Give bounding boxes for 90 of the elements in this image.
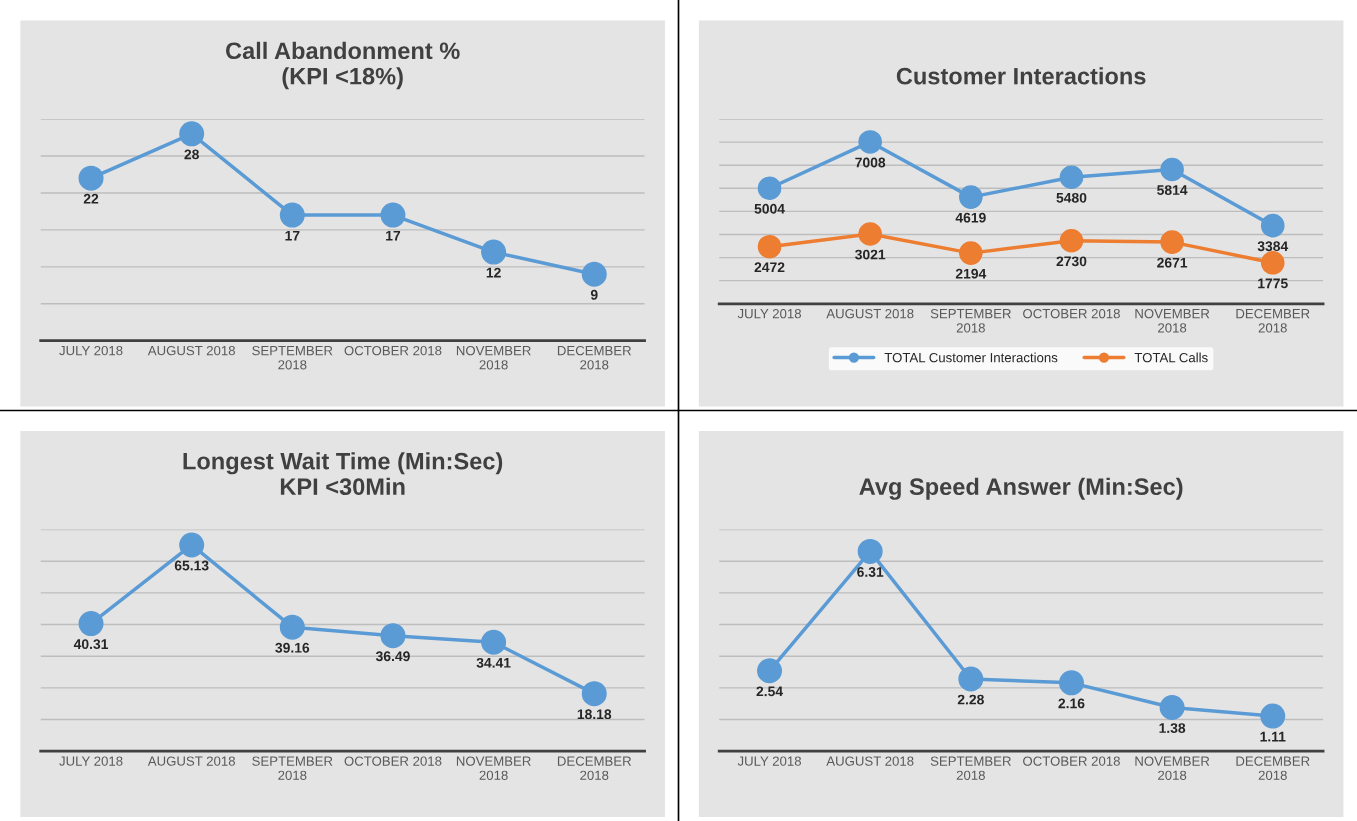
data-label: 3384 bbox=[1257, 241, 1289, 252]
point bbox=[279, 614, 305, 640]
point bbox=[380, 623, 406, 649]
point bbox=[1260, 250, 1285, 275]
x-tick-label: NOVEMBER 2018 bbox=[1135, 756, 1210, 780]
point bbox=[1260, 703, 1286, 729]
x-tick-label: SEPTEMBER 2018 bbox=[930, 756, 1011, 780]
data-label: 1775 bbox=[1258, 278, 1288, 289]
x-tick-label: AUGUST 2018 bbox=[826, 308, 914, 319]
chart-title: Customer Interactions bbox=[896, 67, 1146, 85]
x-tick-label: AUGUST 2018 bbox=[826, 756, 914, 766]
point bbox=[757, 234, 782, 259]
data-label: 36.49 bbox=[375, 651, 410, 662]
legend-label: TOTAL Calls bbox=[1134, 352, 1208, 363]
data-label: 9 bbox=[590, 289, 598, 300]
x-tick-label: NOVEMBER 2018 bbox=[1135, 308, 1210, 333]
data-label: 2.16 bbox=[1058, 698, 1085, 709]
point bbox=[179, 532, 205, 558]
point bbox=[757, 176, 782, 201]
x-tick-label: JULY 2018 bbox=[59, 345, 123, 356]
x-tick-label: SEPTEMBER 2018 bbox=[252, 345, 333, 370]
data-label: 2194 bbox=[955, 268, 987, 279]
x-tick-label: DECEMBER 2018 bbox=[1236, 756, 1310, 780]
x-tick-label: JULY 2018 bbox=[737, 756, 801, 766]
data-label: 18.18 bbox=[577, 709, 612, 720]
data-label: 28 bbox=[184, 149, 199, 160]
point bbox=[857, 538, 883, 564]
x-tick-label: OCTOBER 2018 bbox=[1023, 308, 1120, 319]
point bbox=[1059, 165, 1084, 190]
x-tick-label: NOVEMBER 2018 bbox=[456, 345, 531, 370]
x-tick-label: DECEMBER 2018 bbox=[1236, 308, 1310, 333]
point bbox=[481, 629, 507, 655]
point bbox=[481, 239, 507, 265]
data-label: 39.16 bbox=[275, 642, 310, 653]
data-label: 3021 bbox=[855, 249, 886, 260]
data-label: 1.11 bbox=[1260, 731, 1286, 742]
point bbox=[1260, 213, 1285, 238]
data-label: 5004 bbox=[754, 203, 785, 214]
data-label: 65.13 bbox=[174, 560, 209, 571]
data-label: 17 bbox=[386, 230, 401, 241]
point bbox=[1160, 230, 1184, 254]
point bbox=[380, 202, 406, 228]
point bbox=[1058, 670, 1084, 696]
data-label: 22 bbox=[83, 193, 99, 204]
point bbox=[1160, 157, 1184, 182]
data-label: 12 bbox=[486, 267, 501, 278]
point bbox=[179, 121, 205, 147]
data-label: 6.31 bbox=[857, 567, 884, 577]
x-tick-label: JULY 2018 bbox=[737, 308, 801, 319]
data-label: 34.41 bbox=[476, 657, 511, 668]
point bbox=[858, 130, 882, 154]
x-tick-label: SEPTEMBER 2018 bbox=[252, 756, 333, 780]
point bbox=[757, 658, 783, 684]
point bbox=[1059, 228, 1084, 253]
point bbox=[78, 611, 104, 637]
point bbox=[958, 666, 984, 692]
x-tick-label: OCTOBER 2018 bbox=[344, 345, 442, 356]
data-label: 2671 bbox=[1157, 257, 1188, 268]
x-tick-label: DECEMBER 2018 bbox=[557, 756, 632, 780]
data-label: 2472 bbox=[754, 262, 785, 273]
data-label: 2730 bbox=[1056, 256, 1087, 267]
data-label: 17 bbox=[285, 230, 300, 241]
x-tick-label: JULY 2018 bbox=[59, 756, 123, 766]
point bbox=[858, 222, 882, 246]
data-label: 4619 bbox=[955, 212, 986, 223]
point bbox=[959, 241, 983, 265]
legend-label: TOTAL Customer Interactions bbox=[884, 352, 1058, 363]
point bbox=[1159, 695, 1185, 721]
point bbox=[78, 165, 104, 191]
data-label: 5814 bbox=[1157, 185, 1188, 195]
point bbox=[959, 185, 983, 209]
x-tick-label: AUGUST 2018 bbox=[147, 756, 235, 766]
data-label: 5480 bbox=[1056, 192, 1087, 203]
x-tick-label: OCTOBER 2018 bbox=[1023, 756, 1120, 766]
data-label: 7008 bbox=[855, 157, 886, 168]
x-tick-label: AUGUST 2018 bbox=[147, 345, 235, 356]
point bbox=[279, 202, 305, 228]
data-label: 40.31 bbox=[73, 639, 109, 650]
chart-title: Avg Speed Answer (Min:Sec) bbox=[859, 477, 1183, 500]
data-label: 2.28 bbox=[957, 694, 984, 705]
point bbox=[581, 261, 607, 287]
point bbox=[581, 681, 607, 707]
x-tick-label: SEPTEMBER 2018 bbox=[930, 308, 1011, 333]
chart-title: Call Abandonment % (KPI <18%) bbox=[226, 41, 460, 90]
data-label: 1.38 bbox=[1159, 723, 1186, 734]
x-tick-label: DECEMBER 2018 bbox=[557, 345, 632, 370]
data-label: 2.54 bbox=[756, 686, 783, 697]
x-tick-label: OCTOBER 2018 bbox=[344, 756, 442, 766]
x-tick-label: NOVEMBER 2018 bbox=[456, 756, 531, 780]
chart-title: Longest Wait Time (Min:Sec) KPI <30Min bbox=[183, 452, 503, 496]
